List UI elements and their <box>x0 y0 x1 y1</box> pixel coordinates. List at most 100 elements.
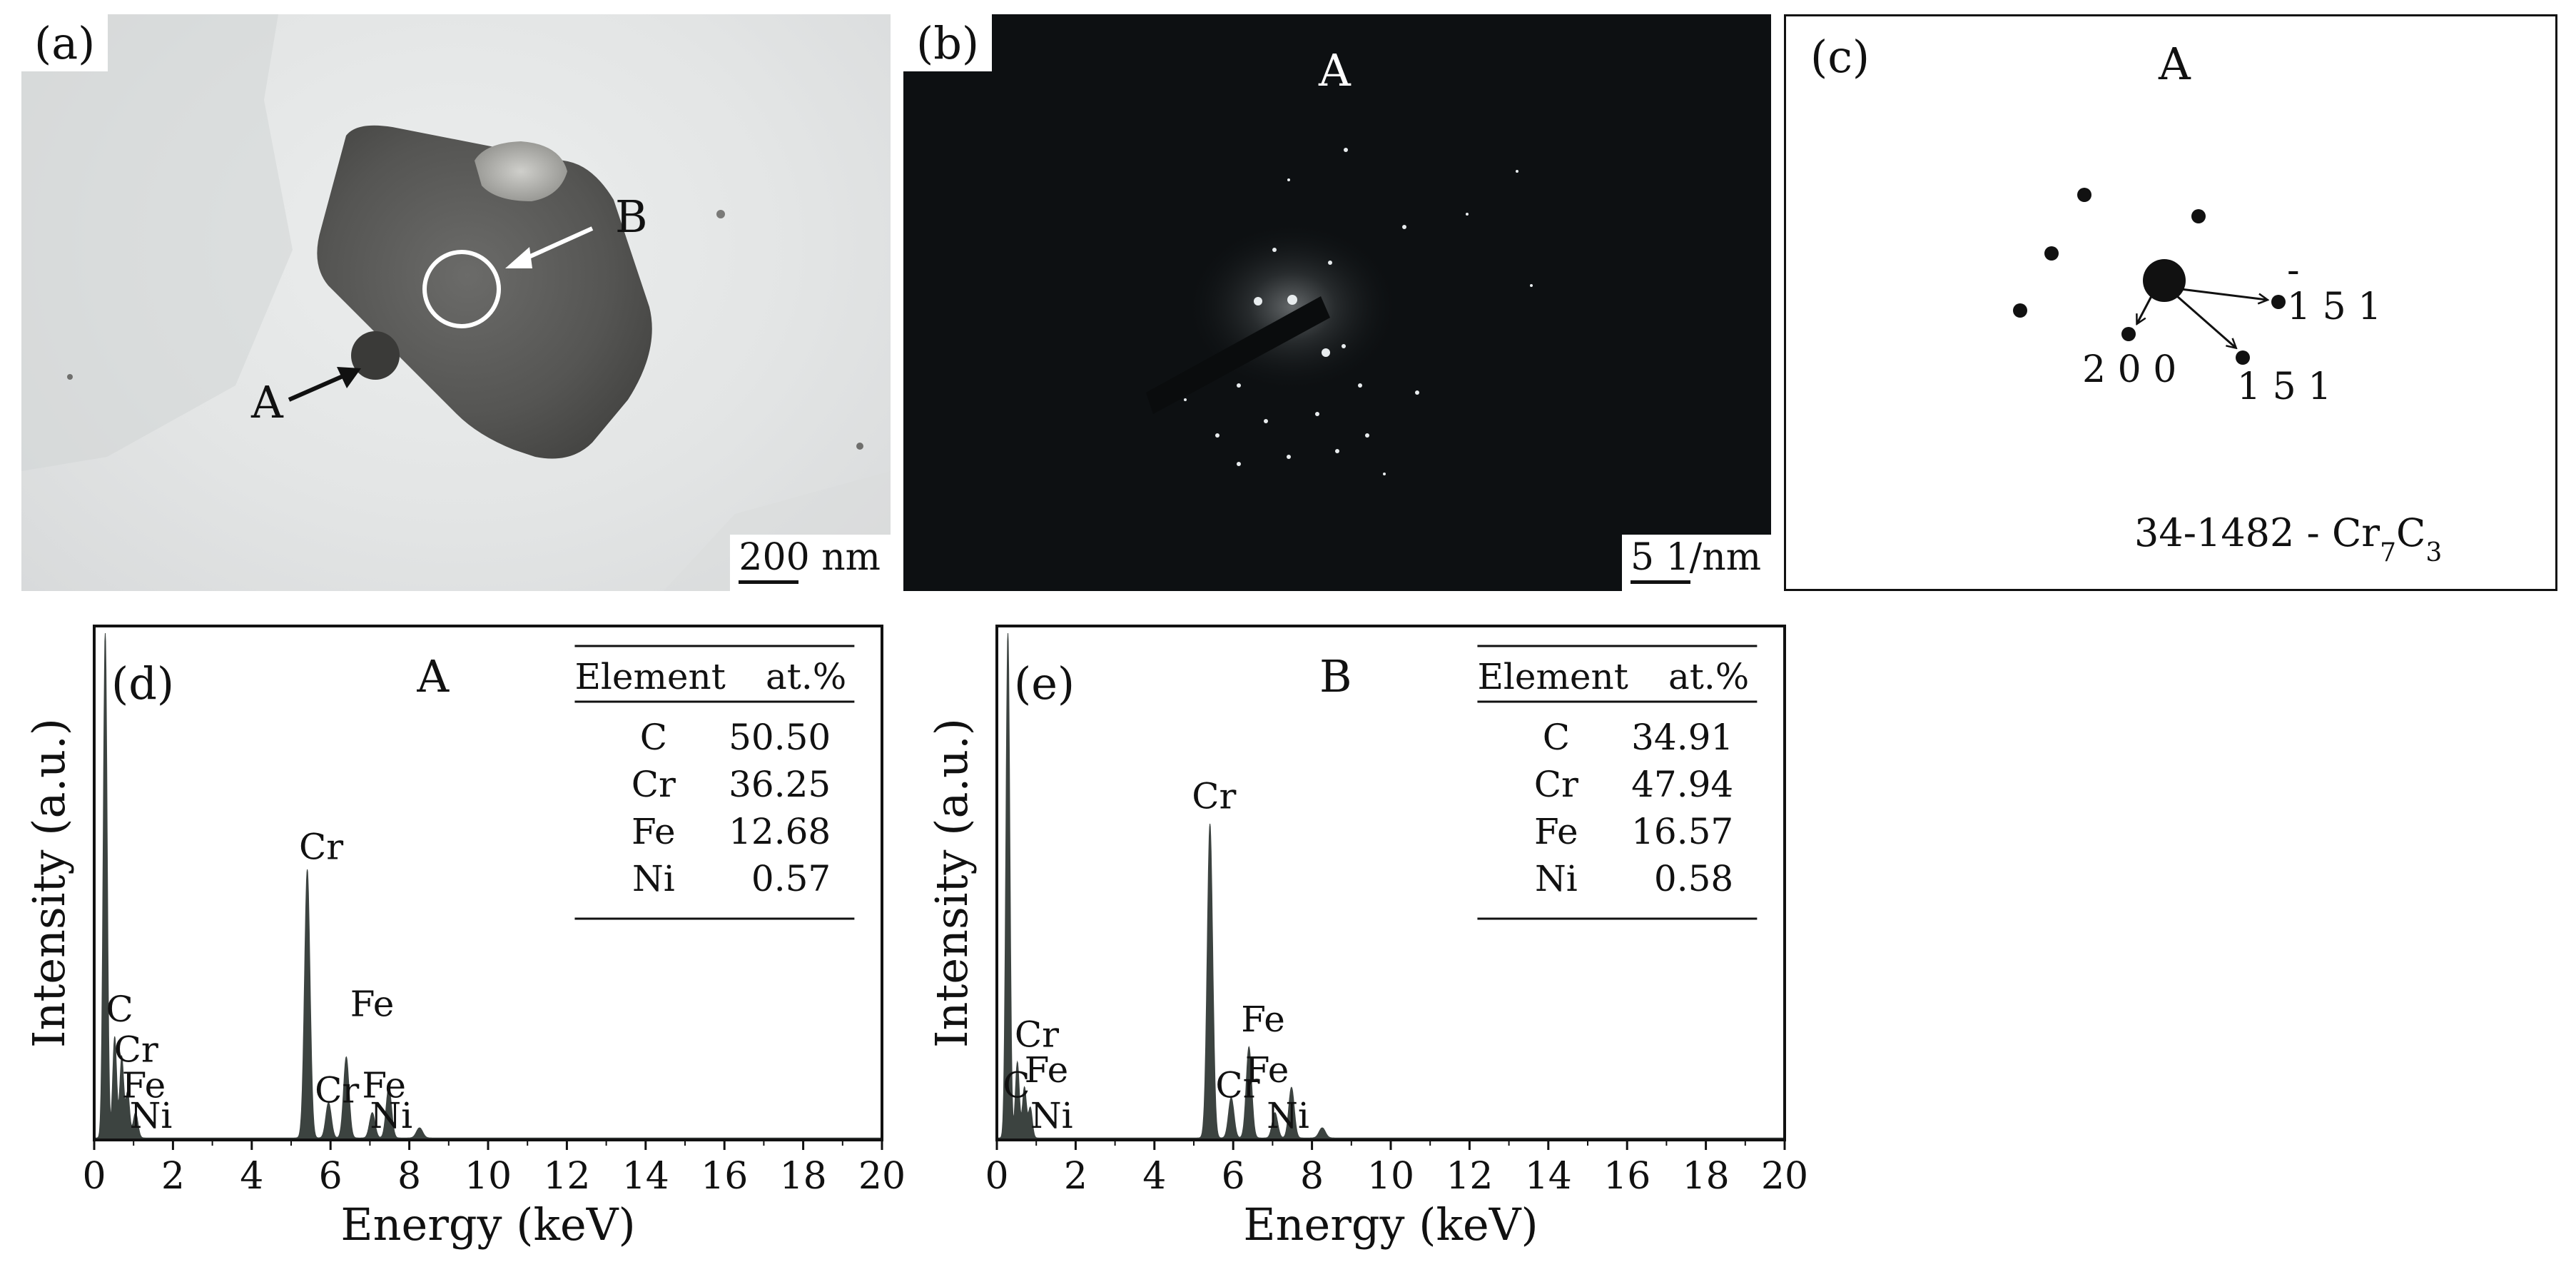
scale-bar-line <box>1630 580 1690 584</box>
table-cell-value: 36.25 <box>729 764 831 805</box>
x-tick-label: 2 <box>1064 1155 1087 1198</box>
x-tick-label: 8 <box>1300 1155 1324 1198</box>
speck <box>67 374 73 380</box>
x-tick-label: 8 <box>397 1155 421 1198</box>
peak-label: Cr <box>114 1029 158 1071</box>
scale-bar-line <box>739 580 799 584</box>
x-tick-label: 10 <box>465 1155 512 1198</box>
peak-label: C <box>1003 1064 1030 1106</box>
peak-label: Cr <box>1192 776 1236 817</box>
small-particle <box>475 141 567 201</box>
spectrum-title: B <box>1319 650 1352 702</box>
table-cell-value: 0.57 <box>751 858 831 899</box>
peak-label: Cr <box>1215 1064 1259 1106</box>
index-label-1: 1 5 1 <box>2287 286 2381 328</box>
panel-tag-c: (c) <box>1797 28 1883 85</box>
table-cell-value: 50.50 <box>729 717 831 758</box>
diffraction-pattern: A <box>1146 44 1533 475</box>
tem-image-panel: B A (a) 200 nm <box>21 14 891 591</box>
x-axis-label: Energy (keV) <box>340 1198 635 1251</box>
x-tick-label: 20 <box>1761 1155 1808 1198</box>
saed-pattern-panel: A (b) 5 1/nm <box>903 14 1771 591</box>
marker-circle-B <box>422 250 501 328</box>
peak-label: Fe <box>1245 1049 1289 1091</box>
x-tick-label: 14 <box>1525 1155 1572 1198</box>
peak-label: Ni <box>370 1095 412 1136</box>
x-tick-label: 6 <box>319 1155 343 1198</box>
table-cell-element: C <box>1543 717 1570 758</box>
speck <box>716 210 725 218</box>
peak-label: Cr <box>1015 1014 1059 1055</box>
panel-tag: (e) <box>1014 657 1075 710</box>
peak-label: Ni <box>1267 1095 1309 1136</box>
schematic-spots <box>2013 188 2286 365</box>
carbon-film-region <box>21 14 293 471</box>
indexed-pattern-panel: A 1 5 1 - 2 0 0 1 5 1 34-1482 - Cr7C3 (c… <box>1784 14 2557 591</box>
jcpds-card-label: 34-1482 - Cr7C3 <box>2134 510 2442 567</box>
x-tick-label: 4 <box>1142 1155 1166 1198</box>
indexed-pattern-schematic: A 1 5 1 - 2 0 0 1 5 1 34-1482 - Cr7C3 <box>2013 38 2442 567</box>
x-tick-label: 10 <box>1367 1155 1414 1198</box>
table-cell-value: 47.94 <box>1631 764 1733 805</box>
arrow-A <box>288 373 348 402</box>
table-cell-element: Fe <box>632 811 676 852</box>
x-tick-label: 0 <box>82 1155 106 1198</box>
scale-bar-a: 200 nm <box>730 535 891 591</box>
speck <box>856 443 863 450</box>
table-cell-element: Cr <box>1534 764 1578 805</box>
panel-c-title: A <box>2158 38 2191 90</box>
x-tick-label: 12 <box>1446 1155 1493 1198</box>
peak-label: C <box>106 989 133 1030</box>
y-axis-label: Intensity (a.u.) <box>23 718 75 1048</box>
panel-tag-b: (b) <box>903 14 993 71</box>
table-cell-element: Cr <box>632 764 676 805</box>
label-A: A <box>250 376 284 428</box>
table-cell-value: 16.57 <box>1631 811 1733 852</box>
table-cell-element: Ni <box>632 858 675 899</box>
peak-label: Fe <box>350 984 395 1025</box>
index-label-3: 1 5 1 <box>2237 365 2331 408</box>
index-overbar: - <box>2287 249 2300 292</box>
transmitted-beam-spot <box>2143 259 2186 302</box>
x-tick-label: 12 <box>543 1155 590 1198</box>
spectrum-title: A <box>416 650 450 702</box>
arrow-B <box>519 226 594 263</box>
table-cell-element: Fe <box>1534 811 1578 852</box>
table-cell-value: 0.58 <box>1654 858 1733 899</box>
table-header-value: at.% <box>1668 656 1749 697</box>
spectrum-area <box>996 632 1785 1141</box>
panel-b-title: A <box>1318 44 1352 96</box>
eds-spectrum-d: 0 2 4 6 8 10 12 14 16 18 20 Energy (keV) Intensity (… <box>23 625 906 1251</box>
table-cell-element: C <box>640 717 667 758</box>
peak-label: Cr <box>315 1069 359 1111</box>
arrow-B-head <box>505 247 532 268</box>
x-tick-label: 2 <box>161 1155 185 1198</box>
label-B: B <box>615 191 648 243</box>
beam-stopper <box>1146 296 1330 414</box>
peak-label: Cr <box>299 827 343 868</box>
table-header-element: Element <box>574 656 725 697</box>
x-tick-label: 0 <box>985 1155 1008 1198</box>
x-tick-label: 20 <box>858 1155 906 1198</box>
table-cell-element: Ni <box>1535 858 1578 899</box>
spectrum-area <box>93 632 883 1141</box>
peak-label: Fe <box>1241 999 1285 1040</box>
eds-spectrum-e: 0 2 4 6 8 10 12 14 16 18 20 Energy (keV) Intensity (… <box>926 625 1808 1251</box>
arrow-A-head <box>337 367 361 388</box>
peak-label: Fe <box>1025 1049 1069 1091</box>
x-tick-label: 16 <box>701 1155 748 1198</box>
peak-label: Ni <box>1030 1095 1073 1136</box>
table-header-value: at.% <box>766 656 846 697</box>
y-axis-label: Intensity (a.u.) <box>926 718 978 1048</box>
x-tick-label: 14 <box>622 1155 669 1198</box>
index-arrows <box>2137 288 2267 348</box>
large-grain-B <box>317 125 652 459</box>
x-tick-label: 18 <box>780 1155 827 1198</box>
peak-label: Fe <box>122 1064 166 1106</box>
table-header-element: Element <box>1477 656 1628 697</box>
particle-A <box>351 331 400 380</box>
table-cell-value: 12.68 <box>729 811 831 852</box>
diffraction-spots <box>1184 148 1533 475</box>
panel-tag: (d) <box>111 657 174 710</box>
x-tick-label: 4 <box>240 1155 263 1198</box>
